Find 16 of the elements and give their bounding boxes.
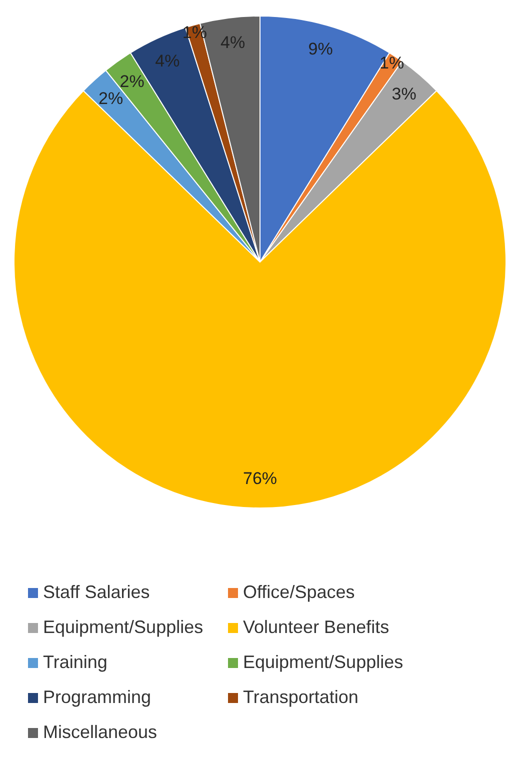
legend-label: Transportation bbox=[243, 687, 358, 708]
data-label: 4% bbox=[155, 51, 180, 70]
data-label: 76% bbox=[242, 468, 278, 488]
data-label: 4% bbox=[220, 32, 246, 52]
legend-label: Volunteer Benefits bbox=[243, 617, 390, 638]
data-label: 3% bbox=[392, 84, 416, 104]
legend-label: Staff Salaries bbox=[43, 582, 150, 603]
legend-label: Equipment/Supplies bbox=[243, 652, 404, 673]
legend-label: Miscellaneous bbox=[43, 722, 158, 743]
data-label: 2% bbox=[98, 88, 124, 108]
legend-label: Programming bbox=[43, 687, 152, 708]
legend-label: Training bbox=[43, 652, 108, 673]
data-label: 9% bbox=[308, 40, 333, 59]
data-label: 2% bbox=[120, 72, 144, 91]
legend-label: Office/Spaces bbox=[243, 582, 355, 603]
legend-label: Equipment/Supplies bbox=[43, 617, 204, 638]
